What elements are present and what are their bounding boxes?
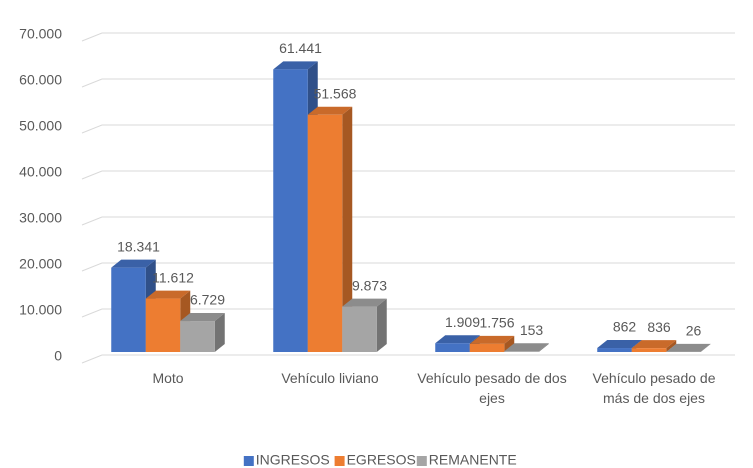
bar xyxy=(435,343,470,352)
legend-swatch xyxy=(243,456,254,466)
x-tick-label: Vehículo pesado de más de dos ejes xyxy=(592,370,716,406)
bar-top xyxy=(180,313,225,322)
data-label: 6.729 xyxy=(190,292,225,308)
data-label: 1.756 xyxy=(479,315,514,331)
data-label: 18.341 xyxy=(117,238,160,254)
y-tick-label: 30.000 xyxy=(19,210,62,226)
y-tick-label: 40.000 xyxy=(19,164,62,180)
grid-line xyxy=(81,308,735,318)
data-label: 26 xyxy=(686,323,702,339)
bar-top xyxy=(307,106,353,115)
legend-swatch xyxy=(416,456,427,466)
bar xyxy=(145,298,181,352)
y-tick-label: 60.000 xyxy=(19,72,62,88)
legend-label: EGRESOS xyxy=(347,452,416,468)
bar-side xyxy=(376,298,387,352)
bar xyxy=(180,321,215,352)
legend-label: REMANENTE xyxy=(429,452,517,468)
legend-label: INGRESOS xyxy=(256,452,330,468)
bar-side xyxy=(538,343,549,352)
data-label: 1.909 xyxy=(445,314,480,330)
data-label: 51.568 xyxy=(314,85,357,101)
grid-line xyxy=(81,354,735,364)
legend-swatch xyxy=(334,456,345,466)
bar xyxy=(342,306,377,352)
x-tick-label-box: Vehículo pesado de más de dos ejes xyxy=(592,370,716,406)
grid-line xyxy=(81,124,735,134)
bar-top xyxy=(145,290,191,299)
x-tick-label: Moto xyxy=(152,370,184,386)
data-label: 153 xyxy=(520,322,544,338)
grid-line xyxy=(81,170,735,180)
y-tick-label: 0 xyxy=(54,348,62,364)
bar xyxy=(273,69,308,352)
grid-line xyxy=(81,262,735,272)
bar-side xyxy=(700,343,711,352)
data-label: 9.873 xyxy=(352,277,387,293)
bar-side xyxy=(214,313,225,352)
bar xyxy=(111,267,146,352)
bar-top xyxy=(342,298,387,307)
bar-side xyxy=(504,335,515,352)
bar xyxy=(504,351,539,352)
grid-line xyxy=(81,216,735,226)
x-tick-label-box: Moto xyxy=(152,370,184,386)
bar-top xyxy=(111,259,156,268)
data-label: 11.612 xyxy=(152,269,194,285)
x-tick-label: Vehículo pesado de dos ejes xyxy=(417,370,567,406)
bar-top xyxy=(631,340,677,349)
data-label: 836 xyxy=(647,319,671,335)
bar-top xyxy=(273,61,318,70)
bar xyxy=(469,343,505,352)
bar-top xyxy=(597,340,642,349)
bar-top xyxy=(504,343,549,352)
bar xyxy=(307,114,343,352)
y-tick-label: 20.000 xyxy=(19,256,62,272)
x-tick-label-box: Vehículo liviano xyxy=(281,370,379,386)
bar xyxy=(631,348,667,352)
data-label: 862 xyxy=(613,319,637,335)
bar-top xyxy=(435,335,480,344)
grid-line xyxy=(81,78,735,88)
grid-line xyxy=(81,32,735,42)
x-tick-label-box: Vehículo pesado de dos ejes xyxy=(417,370,567,406)
y-tick-label: 50.000 xyxy=(19,118,62,134)
data-label: 61.441 xyxy=(279,40,322,56)
y-tick-label: 70.000 xyxy=(19,26,62,42)
y-tick-label: 10.000 xyxy=(19,302,62,318)
bar-top xyxy=(469,335,515,344)
bar xyxy=(597,348,632,352)
bar-side xyxy=(342,106,353,352)
x-tick-label: Vehículo liviano xyxy=(281,370,379,386)
bar-side xyxy=(666,340,677,352)
bar-top xyxy=(666,343,711,352)
